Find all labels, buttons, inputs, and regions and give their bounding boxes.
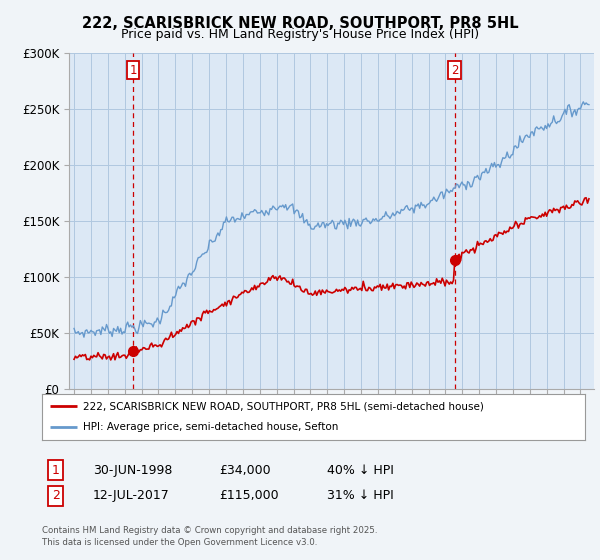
Text: 1: 1	[130, 63, 137, 77]
Text: 222, SCARISBRICK NEW ROAD, SOUTHPORT, PR8 5HL (semi-detached house): 222, SCARISBRICK NEW ROAD, SOUTHPORT, PR…	[83, 401, 484, 411]
Text: 31% ↓ HPI: 31% ↓ HPI	[327, 489, 394, 502]
Text: This data is licensed under the Open Government Licence v3.0.: This data is licensed under the Open Gov…	[42, 538, 317, 547]
Text: Price paid vs. HM Land Registry's House Price Index (HPI): Price paid vs. HM Land Registry's House …	[121, 28, 479, 41]
Text: 30-JUN-1998: 30-JUN-1998	[93, 464, 172, 477]
Text: £34,000: £34,000	[219, 464, 271, 477]
Text: 222, SCARISBRICK NEW ROAD, SOUTHPORT, PR8 5HL: 222, SCARISBRICK NEW ROAD, SOUTHPORT, PR…	[82, 16, 518, 31]
Text: 1: 1	[52, 464, 60, 477]
Text: HPI: Average price, semi-detached house, Sefton: HPI: Average price, semi-detached house,…	[83, 422, 338, 432]
Text: 2: 2	[52, 489, 60, 502]
Text: 40% ↓ HPI: 40% ↓ HPI	[327, 464, 394, 477]
Text: 12-JUL-2017: 12-JUL-2017	[93, 489, 170, 502]
Text: £115,000: £115,000	[219, 489, 278, 502]
Text: 2: 2	[451, 63, 458, 77]
Text: Contains HM Land Registry data © Crown copyright and database right 2025.: Contains HM Land Registry data © Crown c…	[42, 526, 377, 535]
